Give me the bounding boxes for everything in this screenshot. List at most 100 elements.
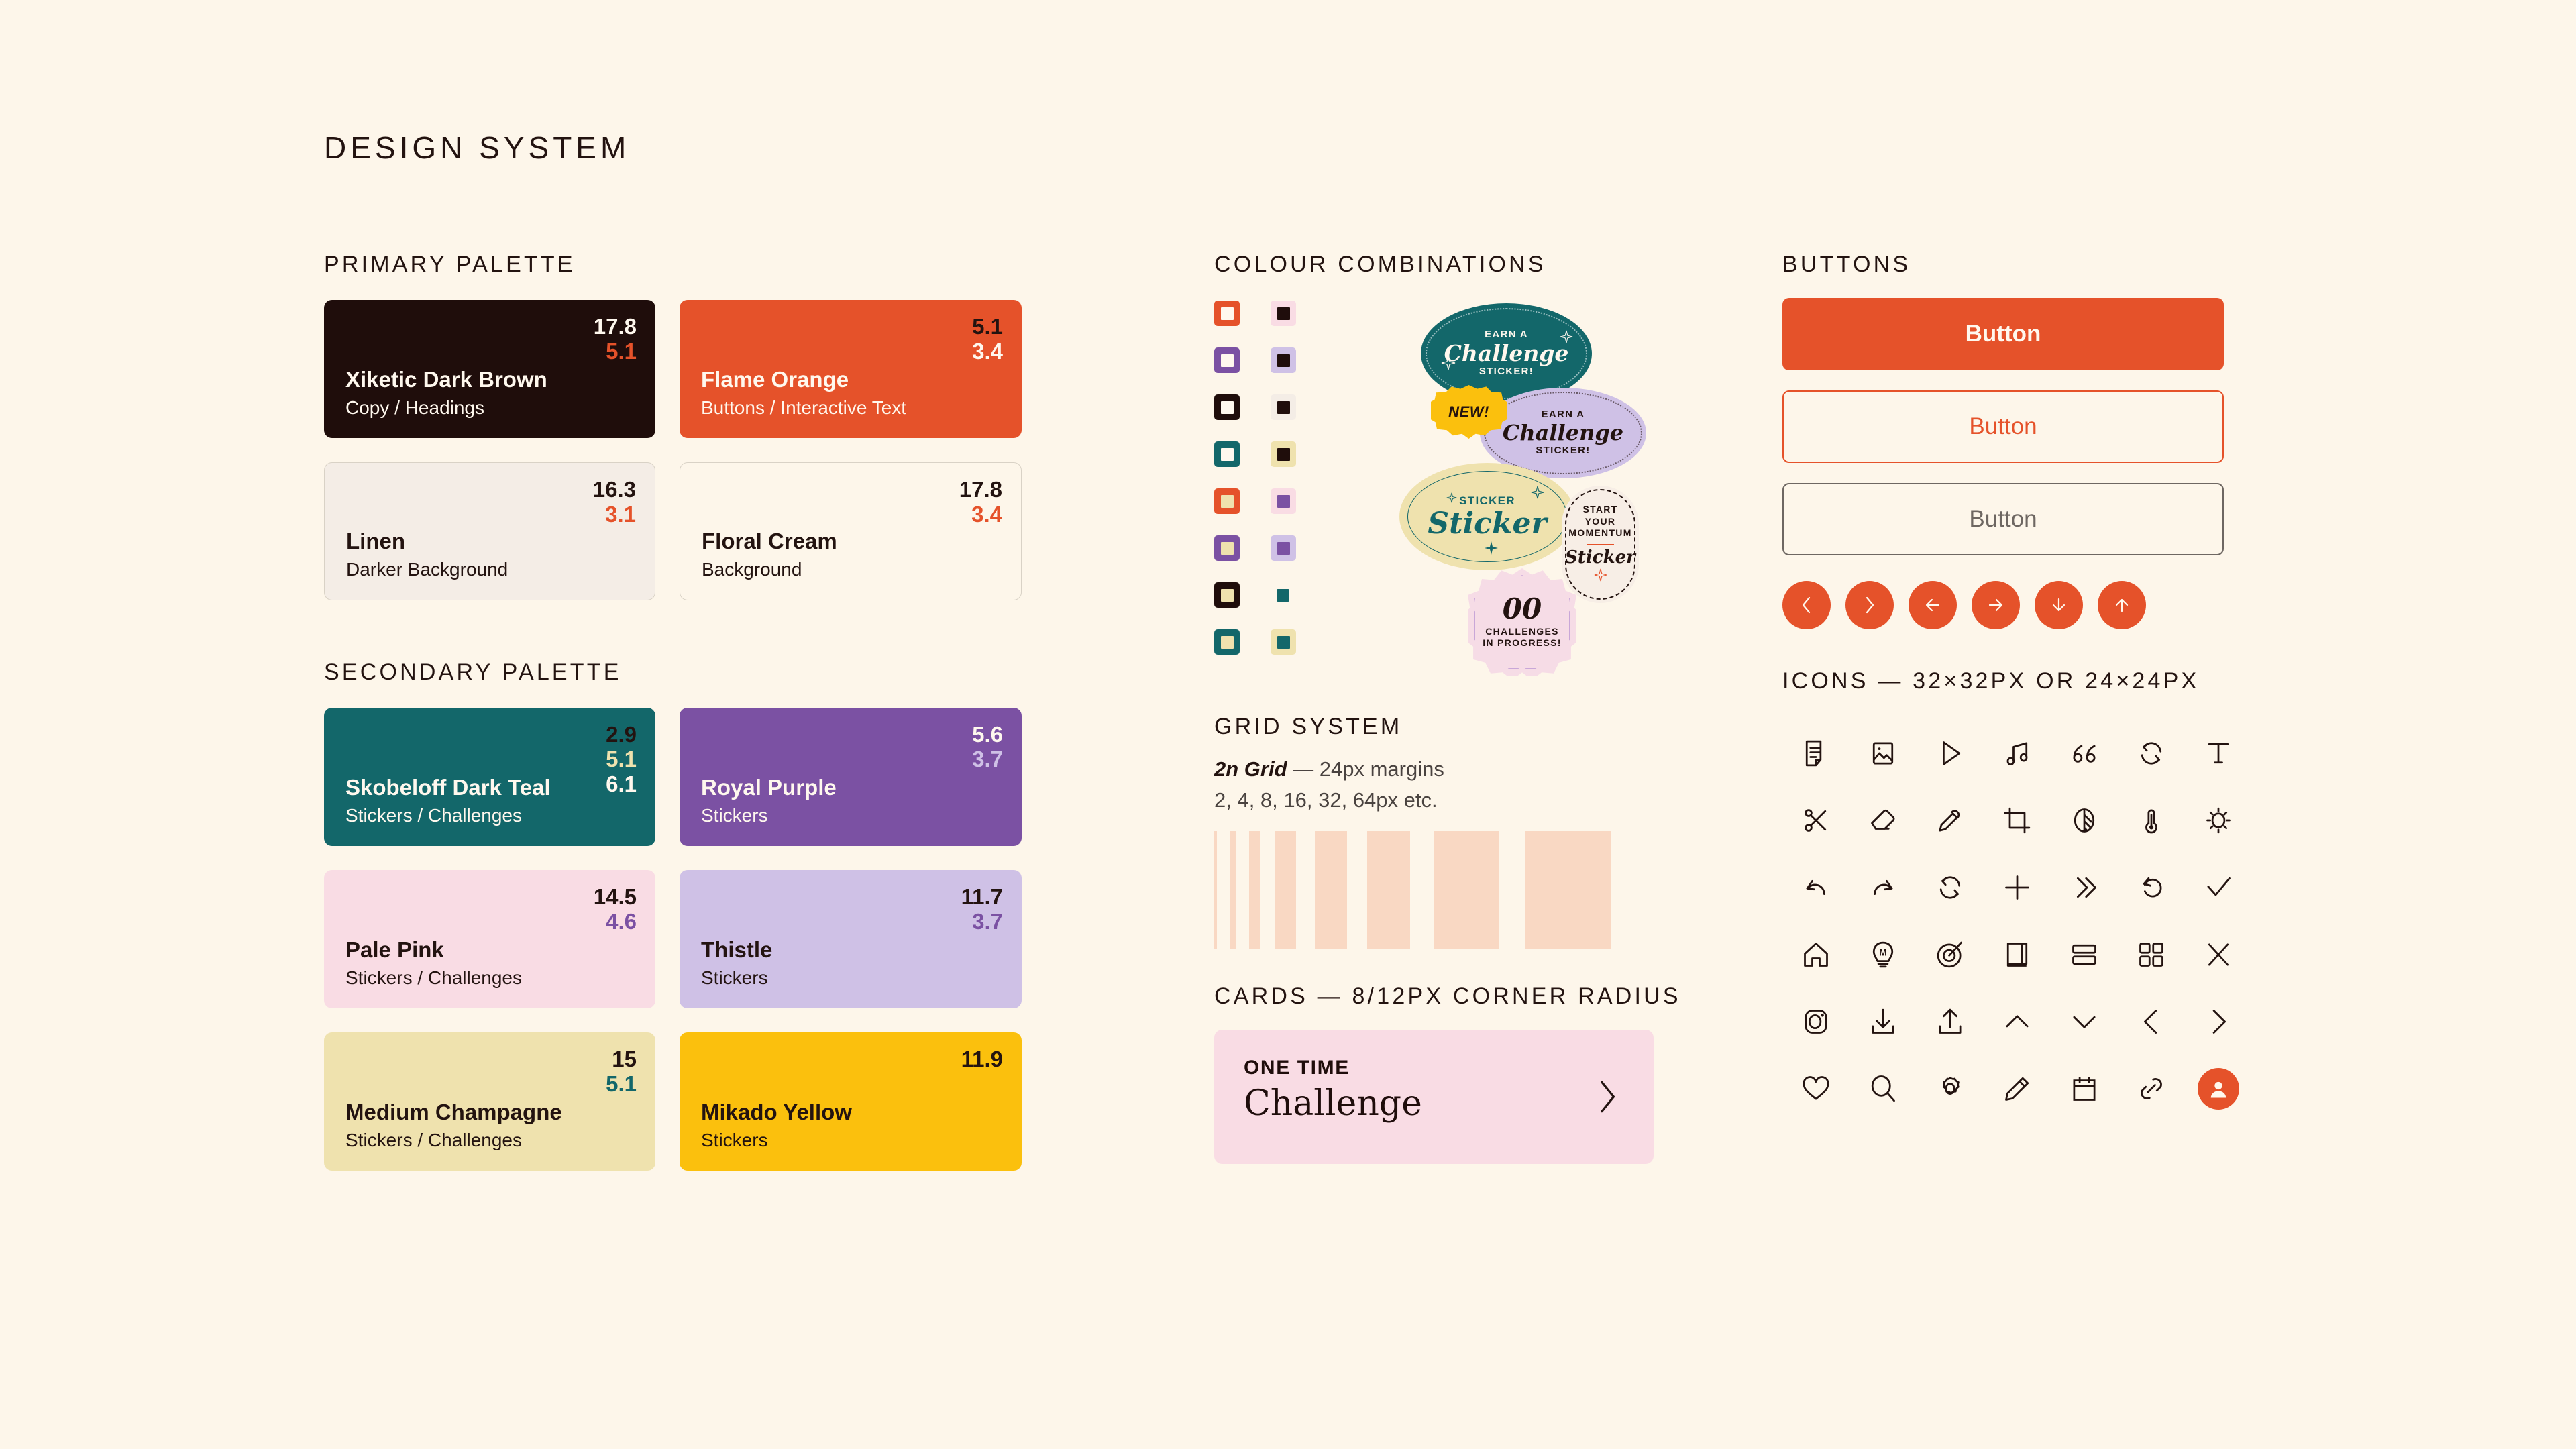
sticker-line3: MOMENTUM (1568, 527, 1632, 539)
eraser-icon[interactable] (1849, 787, 1917, 854)
primary-button[interactable]: Button (1782, 298, 2224, 370)
undo-icon[interactable] (1782, 854, 1849, 921)
chevron-right-round-button[interactable] (1845, 581, 1894, 629)
tertiary-button[interactable]: Button (1782, 483, 2224, 555)
upload-icon[interactable] (1917, 988, 1984, 1055)
chevron-right-icon (1866, 596, 1874, 614)
swatch-name: Mikado Yellow (701, 1099, 852, 1124)
grid-bar (1434, 831, 1499, 949)
new-badge-label: NEW! (1448, 403, 1489, 420)
calendar-icon[interactable] (2051, 1055, 2118, 1122)
framed-swatch (1214, 629, 1240, 655)
buttons-icons-column: BUTTONS Button Button Button (1782, 252, 2252, 1122)
swatch-cell: 11.7 3.7 Thistle Stickers (680, 870, 1022, 1032)
plus-icon[interactable] (1984, 854, 2051, 921)
check-icon[interactable] (2185, 854, 2252, 921)
thermometer-icon[interactable] (2118, 787, 2185, 854)
gear-icon[interactable] (1917, 1055, 1984, 1122)
grid-view-icon[interactable] (2118, 921, 2185, 988)
contrast-icon[interactable] (2051, 787, 2118, 854)
person-glyph (2210, 1081, 2226, 1098)
heart-icon[interactable] (1782, 1055, 1849, 1122)
sticker-script: Challenge (1444, 339, 1569, 366)
arrow-up-round-button[interactable] (2098, 581, 2146, 629)
secondary-button[interactable]: Button (1782, 390, 2224, 463)
swatch-usage: Stickers (701, 967, 768, 989)
color-swatch[interactable]: 16.3 3.1 Linen Darker Background (324, 462, 655, 600)
close-icon[interactable] (2185, 921, 2252, 988)
rotate-left-icon[interactable] (2118, 854, 2185, 921)
chevron-right-icon[interactable] (2185, 988, 2252, 1055)
pencil-icon[interactable] (1984, 1055, 2051, 1122)
sticker-challenges-count: 00 CHALLENGES IN PROGRESS! (1468, 568, 1576, 676)
swatch-cell: 5.6 3.7 Royal Purple Stickers (680, 708, 1022, 870)
arrow-right-round-button[interactable] (1972, 581, 2020, 629)
sticker-line2: YOUR (1585, 515, 1616, 527)
contrast-ratio-value: 16.3 (592, 477, 636, 502)
avatar-icon[interactable] (2185, 1055, 2252, 1122)
swatch-inner (1220, 635, 1234, 649)
scissors-icon[interactable] (1782, 787, 1849, 854)
brightness-icon[interactable] (2185, 787, 2252, 854)
arrow-down-round-button[interactable] (2035, 581, 2083, 629)
framed-swatch (1271, 535, 1296, 561)
color-swatch[interactable]: 5.1 3.4 Flame Orange Buttons / Interactive … (680, 300, 1022, 438)
refresh-icon[interactable] (1917, 854, 1984, 921)
swatch-inner (1220, 447, 1234, 461)
download-icon[interactable] (1849, 988, 1917, 1055)
arrow-left-icon (1925, 598, 1940, 612)
chevron-right-icon[interactable] (1596, 1079, 1619, 1115)
target-icon[interactable] (1917, 921, 1984, 988)
lightbulb-icon[interactable]: M (1849, 921, 1917, 988)
camera-icon[interactable] (1782, 988, 1849, 1055)
eyedropper-icon[interactable] (1917, 787, 1984, 854)
dashed-border (1565, 489, 1635, 600)
search-icon[interactable] (1849, 1055, 1917, 1122)
swatch-inner (1277, 541, 1290, 555)
color-swatch[interactable]: 17.8 3.4 Floral Cream Background (680, 462, 1022, 600)
swatch-name: Royal Purple (701, 774, 837, 800)
chevron-left-icon[interactable] (2118, 988, 2185, 1055)
color-swatch[interactable]: 5.6 3.7 Royal Purple Stickers (680, 708, 1022, 846)
color-swatch[interactable]: 17.8 5.1 Xiketic Dark Brown Copy / Headings (324, 300, 655, 438)
color-swatch[interactable]: 11.9 Mikado Yellow Stickers (680, 1032, 1022, 1171)
color-swatch[interactable]: 14.5 4.6 Pale Pink Stickers / Challenges (324, 870, 655, 1008)
book-icon[interactable] (1984, 921, 2051, 988)
chevron-down-icon[interactable] (2051, 988, 2118, 1055)
swatch-name: Medium Champagne (345, 1099, 562, 1124)
swatch-inner (1277, 354, 1290, 367)
grid-bars (1214, 831, 1684, 949)
sticker-purple-challenge: EARN A Challenge STICKER! (1480, 388, 1646, 478)
challenge-card[interactable]: ONE TIME Challenge (1214, 1030, 1654, 1164)
color-swatch[interactable]: 15 5.1 Medium Champagne Stickers / Challeng… (324, 1032, 655, 1171)
color-swatch[interactable]: 11.7 3.7 Thistle Stickers (680, 870, 1022, 1008)
list-view-icon[interactable] (2051, 921, 2118, 988)
icon-grid: M (1782, 720, 2252, 1122)
chevron-up-icon[interactable] (1984, 988, 2051, 1055)
text-icon[interactable] (2185, 720, 2252, 787)
chevron-left-round-button[interactable] (1782, 581, 1831, 629)
combinations-column: COLOUR COMBINATIONS EARN A Challenge STI… (1214, 252, 1684, 1164)
home-icon[interactable] (1782, 921, 1849, 988)
svg-text:M: M (1879, 947, 1886, 957)
swatch-cell: 14.5 4.6 Pale Pink Stickers / Challenges (324, 870, 680, 1032)
dotted-ring (1426, 308, 1587, 399)
loop-icon[interactable] (2118, 720, 2185, 787)
link-icon[interactable] (2118, 1055, 2185, 1122)
quote-icon[interactable] (2051, 720, 2118, 787)
contrast-ratio-value: 3.4 (972, 338, 1003, 364)
play-icon[interactable] (1917, 720, 1984, 787)
arrow-left-round-button[interactable] (1909, 581, 1957, 629)
sticker-line3: STICKER! (1479, 366, 1534, 378)
redo-icon[interactable] (1849, 854, 1917, 921)
crop-icon[interactable] (1984, 787, 2051, 854)
music-note-icon[interactable] (1984, 720, 2051, 787)
document-icon[interactable] (1782, 720, 1849, 787)
image-icon[interactable] (1849, 720, 1917, 787)
swatch-pair (1214, 439, 1327, 470)
colour-combinations-heading: COLOUR COMBINATIONS (1214, 252, 1546, 277)
double-chevron-right-icon[interactable] (2051, 854, 2118, 921)
color-swatch[interactable]: 2.9 5.1 6.1 Skobeloff Dark Teal Stickers / C… (324, 708, 655, 846)
cards-heading: CARDS — 8/12PX CORNER RADIUS (1214, 983, 1681, 1009)
swatch-usage: Copy / Headings (345, 397, 485, 419)
